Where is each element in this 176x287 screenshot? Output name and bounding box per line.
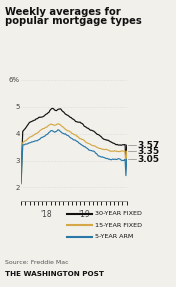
Text: 3.35: 3.35 <box>137 147 159 156</box>
Text: 5-YEAR ARM: 5-YEAR ARM <box>95 234 133 239</box>
Text: Source: Freddie Mac: Source: Freddie Mac <box>5 260 69 265</box>
Text: 15-YEAR FIXED: 15-YEAR FIXED <box>95 223 142 228</box>
Text: Weekly averages for: Weekly averages for <box>5 7 121 17</box>
Text: 30-YEAR FIXED: 30-YEAR FIXED <box>95 211 142 216</box>
Text: 3.57: 3.57 <box>137 141 159 150</box>
Text: THE WASHINGTON POST: THE WASHINGTON POST <box>5 271 104 277</box>
Text: popular mortgage types: popular mortgage types <box>5 16 142 26</box>
Text: 3.05: 3.05 <box>137 155 159 164</box>
